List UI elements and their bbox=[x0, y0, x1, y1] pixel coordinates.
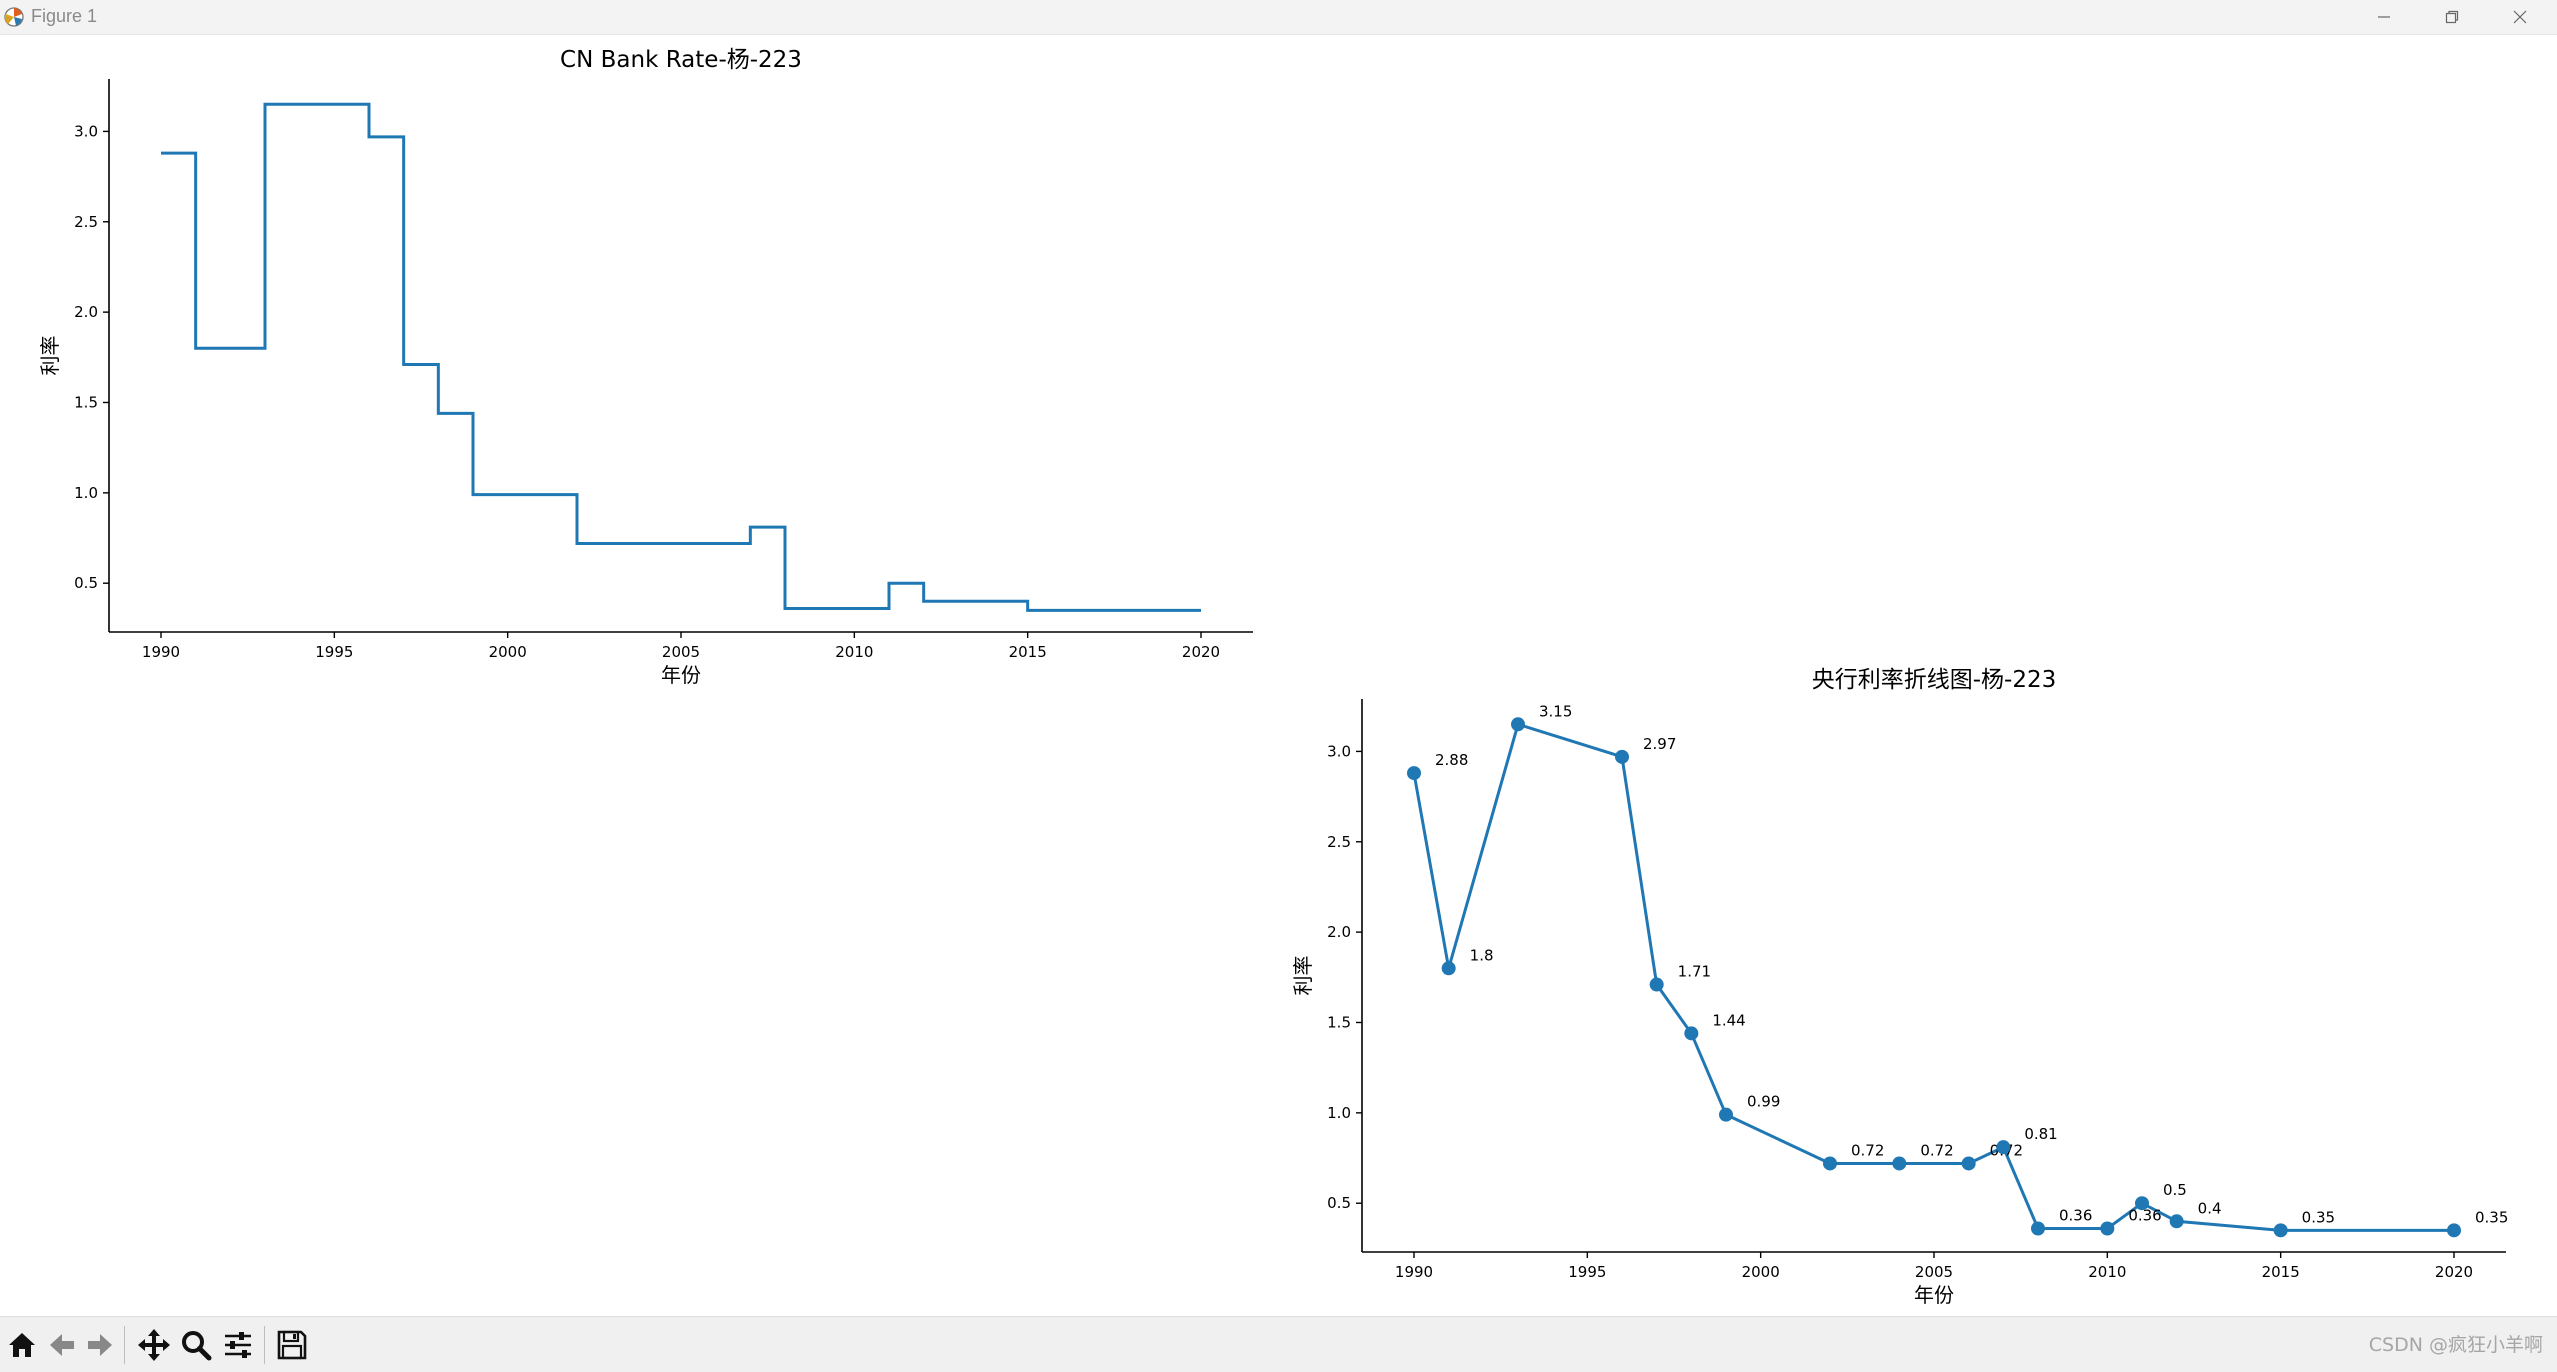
figure-canvas[interactable]: 1990 1995 2000 2005 2010 2015 2020 0.5 1.0 1.5 2.0… bbox=[0, 34, 2557, 1316]
chart1-y-tick-label: 0.5 bbox=[74, 574, 98, 592]
chart2-data-label: 0.72 bbox=[1920, 1141, 1953, 1159]
chart2-x-tick-label: 2000 bbox=[1742, 1263, 1780, 1281]
chart1-x-tick-label: 2010 bbox=[835, 643, 873, 661]
chart2-data-point bbox=[1892, 1156, 1907, 1171]
chart2-data-label: 2.88 bbox=[1435, 751, 1468, 769]
toolbar-separator bbox=[264, 1326, 265, 1364]
window-title: Figure 1 bbox=[31, 6, 98, 26]
forward-button[interactable] bbox=[82, 1327, 118, 1363]
chart2-data-point bbox=[1823, 1156, 1837, 1171]
chart1-y-tick-label: 1.5 bbox=[74, 393, 98, 411]
configure-subplots-button[interactable] bbox=[220, 1327, 256, 1363]
chart2-data-point bbox=[2031, 1221, 2045, 1236]
chart1-title: CN Bank Rate-杨-223 bbox=[560, 47, 802, 73]
chart2-data-point bbox=[2169, 1214, 2184, 1229]
matplotlib-app-icon bbox=[4, 7, 24, 27]
chart2-data-point bbox=[1615, 749, 1629, 764]
save-floppy-icon bbox=[277, 1330, 307, 1360]
home-icon bbox=[9, 1333, 35, 1357]
home-button[interactable] bbox=[4, 1327, 40, 1363]
csdn-watermark: CSDN @疯狂小羊啊 bbox=[2368, 1334, 2543, 1356]
chart2-data-label: 0.5 bbox=[2163, 1181, 2187, 1199]
chart2-data-label: 0.4 bbox=[2198, 1199, 2222, 1217]
chart2-data-point bbox=[1511, 717, 1525, 732]
chart1-x-tick-label: 2020 bbox=[1182, 643, 1220, 661]
chart2-x-tick-label: 2015 bbox=[2262, 1263, 2300, 1281]
back-arrow-icon bbox=[50, 1334, 74, 1356]
chart2-data-label: 0.99 bbox=[1747, 1093, 1780, 1111]
chart2-x-tick-label: 2020 bbox=[2435, 1263, 2473, 1281]
chart2-data-label: 2.97 bbox=[1643, 735, 1676, 753]
chart2-y-tick-label: 2.0 bbox=[1327, 923, 1351, 941]
chart2-x-axis-label: 年份 bbox=[1914, 1283, 1954, 1307]
restore-button[interactable] bbox=[2418, 0, 2486, 34]
chart2-data-label: 3.15 bbox=[1539, 702, 1572, 720]
chart2-data-point bbox=[2447, 1223, 2461, 1238]
chart2-data-point bbox=[1996, 1140, 2011, 1155]
chart2-data-label: 1.44 bbox=[1712, 1011, 1745, 1029]
chart1-x-tick-label: 2015 bbox=[1009, 643, 1047, 661]
zoom-button[interactable] bbox=[178, 1327, 214, 1363]
chart1-y-tick-label: 3.0 bbox=[74, 122, 98, 140]
chart2-data-label: 1.8 bbox=[1470, 946, 1494, 964]
minimize-button[interactable] bbox=[2350, 0, 2418, 34]
chart2-data-point bbox=[1961, 1156, 1976, 1171]
chart2-data-label: 0.35 bbox=[2302, 1208, 2335, 1226]
save-button[interactable] bbox=[274, 1327, 310, 1363]
restore-icon bbox=[2445, 10, 2459, 24]
chart1-x-tick-label: 2000 bbox=[489, 643, 527, 661]
pan-button[interactable] bbox=[136, 1327, 172, 1363]
close-button[interactable] bbox=[2486, 0, 2554, 34]
chart1-y-tick-label: 1.0 bbox=[74, 484, 98, 502]
chart2-data-label: 0.36 bbox=[2128, 1207, 2161, 1225]
chart2-y-axis-label: 利率 bbox=[1291, 956, 1315, 996]
chart2-y-tick-label: 1.0 bbox=[1327, 1104, 1351, 1122]
toolbar-separator bbox=[124, 1326, 125, 1364]
minimize-icon bbox=[2378, 16, 2390, 18]
zoom-magnifier-icon bbox=[182, 1331, 212, 1361]
chart2-title: 央行利率折线图-杨-223 bbox=[1812, 667, 2057, 693]
chart2-data-point bbox=[1407, 766, 1421, 781]
chart2-data-label: 0.72 bbox=[1851, 1141, 1884, 1159]
chart2-x-tick-label: 1990 bbox=[1395, 1263, 1433, 1281]
chart2-data-point bbox=[1649, 977, 1664, 992]
chart2-y-tick-label: 3.0 bbox=[1327, 742, 1351, 760]
chart1-y-tick-label: 2.0 bbox=[74, 303, 98, 321]
chart1-x-axis-label: 年份 bbox=[661, 663, 701, 687]
chart1-x-tick-label: 1990 bbox=[142, 643, 180, 661]
chart2-y-tick-label: 2.5 bbox=[1327, 833, 1351, 851]
chart2-data-point bbox=[2135, 1196, 2149, 1211]
chart2-x-tick-label: 2005 bbox=[1915, 1263, 1953, 1281]
subplots-sliders-icon bbox=[225, 1332, 251, 1358]
chart2-data-label: 0.35 bbox=[2475, 1208, 2508, 1226]
chart2-x-tick-label: 2010 bbox=[2088, 1263, 2126, 1281]
window-titlebar: Figure 1 bbox=[0, 0, 2557, 35]
chart1-x-tick-label: 1995 bbox=[315, 643, 353, 661]
chart2-data-point bbox=[1441, 961, 1456, 976]
chart2-data-point bbox=[2100, 1221, 2115, 1236]
chart1-series-step-line bbox=[161, 102, 1201, 612]
chart2-x-tick-label: 1995 bbox=[1568, 1263, 1606, 1281]
chart2-data-point bbox=[2273, 1223, 2288, 1238]
close-icon bbox=[2513, 10, 2527, 24]
chart1-y-tick-label: 2.5 bbox=[74, 213, 98, 231]
chart2-data-point bbox=[1719, 1107, 1733, 1122]
chart2-data-point bbox=[1684, 1026, 1699, 1041]
chart2-data-label: 0.81 bbox=[2024, 1125, 2057, 1143]
chart2-y-tick-label: 0.5 bbox=[1327, 1194, 1351, 1212]
chart1-y-axis-label: 利率 bbox=[38, 336, 62, 376]
forward-arrow-icon bbox=[88, 1334, 112, 1356]
back-button[interactable] bbox=[44, 1327, 80, 1363]
navigation-toolbar bbox=[0, 1316, 2557, 1372]
chart2-data-label: 0.36 bbox=[2059, 1207, 2092, 1225]
chart2-y-tick-label: 1.5 bbox=[1327, 1013, 1351, 1031]
chart2-data-label: 1.71 bbox=[1678, 963, 1711, 981]
chart1-x-tick-label: 2005 bbox=[662, 643, 700, 661]
pan-move-icon bbox=[138, 1329, 170, 1361]
